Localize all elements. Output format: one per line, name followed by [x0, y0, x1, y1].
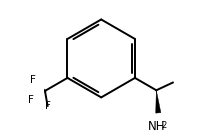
Text: F: F — [45, 101, 51, 111]
Text: F: F — [30, 75, 36, 85]
Text: 2: 2 — [162, 121, 167, 130]
Text: NH: NH — [148, 120, 166, 133]
Polygon shape — [156, 90, 161, 113]
Text: F: F — [28, 95, 34, 105]
